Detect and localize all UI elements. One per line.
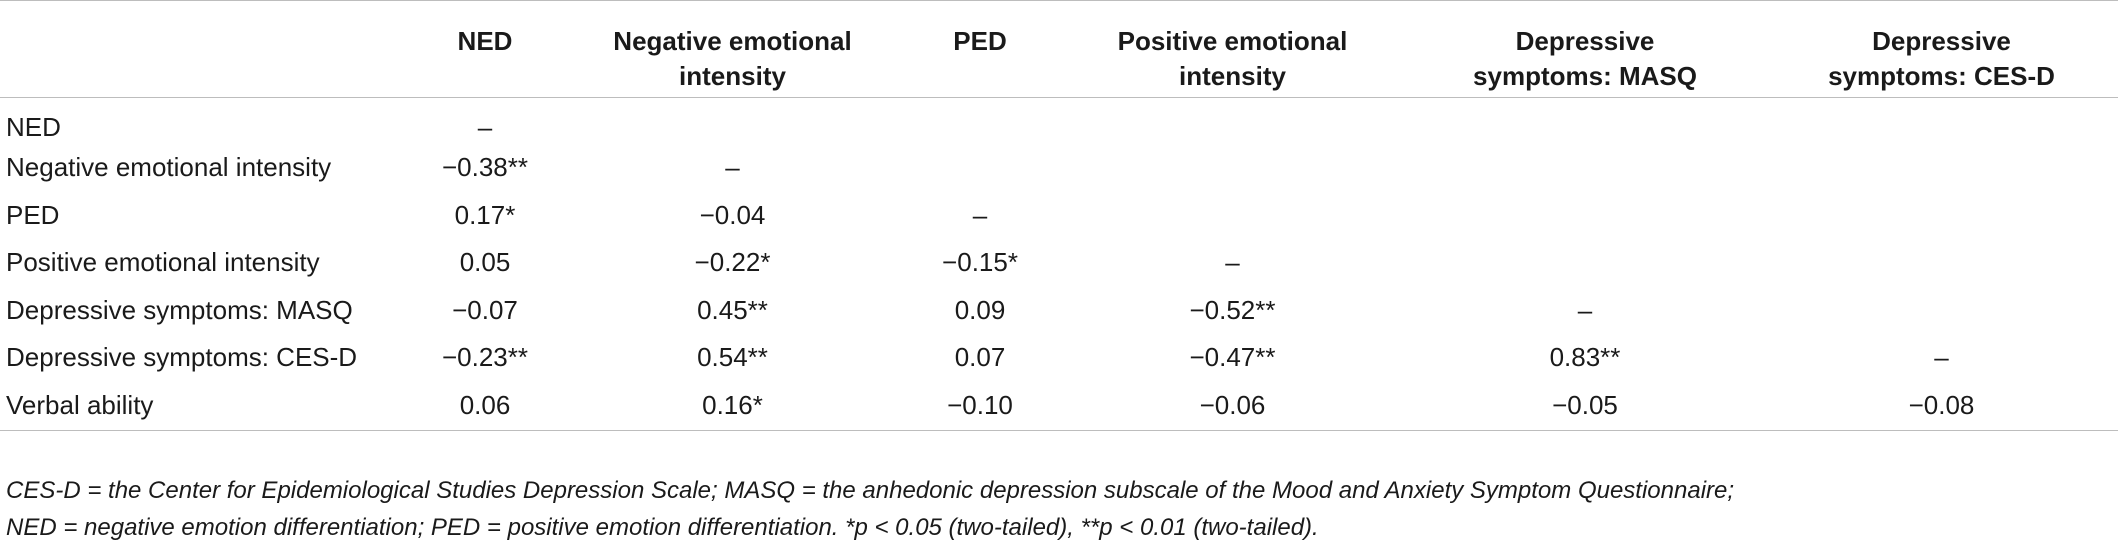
table-row: PED 0.17* −0.04 – [0, 193, 2118, 241]
cell-value [900, 145, 1060, 193]
cell-value: −0.10 [900, 382, 1060, 431]
table-row: Depressive symptoms: CES-D −0.23** 0.54*… [0, 335, 2118, 383]
cell-value: 0.16* [565, 382, 900, 431]
header-text: PED [953, 26, 1007, 56]
cell-value: 0.06 [405, 382, 565, 431]
table-row: Depressive symptoms: MASQ −0.07 0.45** 0… [0, 288, 2118, 336]
cell-value: −0.52** [1189, 294, 1276, 325]
cell-value [565, 98, 900, 146]
header-positive-emotional-intensity: Positive emotional intensity [1060, 0, 1405, 98]
cell-value: 0.05 [459, 247, 511, 277]
cell-value [1765, 240, 2118, 288]
cell-value [900, 98, 1060, 146]
header-text: symptoms: MASQ [1473, 61, 1697, 91]
cell-value: −0.47** [1189, 342, 1276, 372]
cell-value [1405, 240, 1765, 288]
cell-value: −0.05 [1405, 382, 1765, 431]
cell-value: – [1577, 294, 1593, 325]
cell-value: 0.09 [954, 294, 1006, 325]
cell-value [1060, 98, 1405, 146]
cell-value: – [477, 112, 493, 142]
cell-value: −0.22* [694, 247, 771, 277]
header-text: Positive emotional [1117, 26, 1348, 56]
cell-value [1765, 193, 2118, 241]
table-body: NED – Negative emotional intensity −0.38… [0, 98, 2118, 431]
table-row: Negative emotional intensity −0.38** – [0, 145, 2118, 193]
cell-value: 0.17* [454, 199, 516, 230]
cell-value: −0.15* [942, 247, 1018, 277]
header-row: NED Negative emotional intensity PED Pos… [0, 0, 2118, 98]
table-footnote: CES-D = the Center for Epidemiological S… [6, 472, 2106, 546]
header-negative-emotional-intensity: Negative emotional intensity [565, 0, 900, 98]
row-label: Verbal ability [0, 382, 405, 431]
correlation-table: NED Negative emotional intensity PED Pos… [0, 0, 2118, 431]
cell-value: – [1934, 342, 1949, 372]
cell-value [1765, 288, 2118, 336]
table-row: NED – [0, 98, 2118, 146]
cell-value: −0.38** [441, 152, 529, 182]
header-text: intensity [1179, 61, 1286, 91]
header-text: intensity [679, 61, 786, 91]
row-label: Depressive symptoms: CES-D [6, 342, 358, 372]
cell-value: 0.07 [954, 342, 1006, 372]
cell-value: 0.54** [697, 342, 768, 372]
header-depressive-cesd: Depressive symptoms: CES-D [1765, 0, 2118, 98]
row-label: Negative emotional intensity [6, 152, 332, 182]
row-label: NED [6, 112, 61, 142]
row-label: PED [6, 199, 60, 230]
cell-value [1405, 145, 1765, 193]
cell-value: −0.04 [699, 199, 766, 230]
header-text: Negative emotional [613, 26, 852, 56]
header-depressive-masq: Depressive symptoms: MASQ [1405, 0, 1765, 98]
cell-value: −0.23** [441, 342, 529, 372]
row-label: Depressive symptoms: MASQ [6, 294, 353, 325]
cell-value: – [1225, 247, 1240, 277]
cell-value: 0.83** [1549, 342, 1621, 372]
footnote-line-1: CES-D = the Center for Epidemiological S… [6, 477, 1735, 504]
cell-value [1060, 193, 1405, 241]
table-row: Verbal ability 0.06 0.16* −0.10 −0.06 −0… [0, 382, 2118, 431]
header-text: symptoms: CES-D [1828, 61, 2055, 91]
footnote-line-2: NED = negative emotion differentiation; … [6, 514, 1319, 541]
cell-value [1765, 98, 2118, 146]
cell-value [1405, 98, 1765, 146]
header-ned: NED [405, 0, 565, 98]
cell-value: −0.06 [1060, 382, 1405, 431]
cell-value: −0.07 [452, 294, 518, 325]
cell-value [1765, 145, 2118, 193]
cell-value [1405, 193, 1765, 241]
table-row: Positive emotional intensity 0.05 −0.22*… [0, 240, 2118, 288]
header-corner [0, 0, 405, 98]
cell-value: – [725, 152, 740, 182]
header-ped: PED [900, 0, 1060, 98]
header-text: Depressive [1515, 26, 1655, 56]
header-text: NED [457, 26, 513, 56]
cell-value: – [972, 199, 988, 230]
cell-value: −0.08 [1765, 382, 2118, 431]
cell-value: 0.45** [697, 294, 768, 325]
row-label: Positive emotional intensity [6, 247, 320, 277]
cell-value [1060, 145, 1405, 193]
header-text: Depressive [1872, 26, 2011, 56]
